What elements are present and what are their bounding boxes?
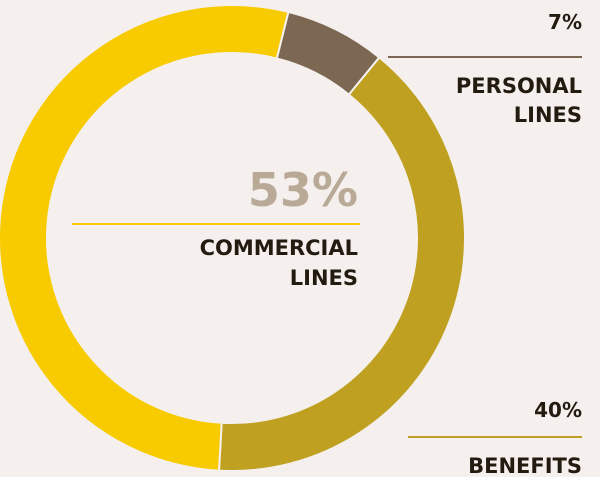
commercial-lines-leader	[72, 223, 360, 225]
benefits-percent: 40%	[534, 398, 582, 422]
commercial-lines-percent: 53%	[247, 163, 358, 217]
commercial-lines-label-1: COMMERCIAL	[199, 236, 358, 260]
commercial-lines-label-2: LINES	[289, 266, 358, 290]
slice-benefits	[217, 56, 466, 472]
personal-lines-percent: 7%	[548, 10, 582, 34]
benefits-leader	[408, 436, 582, 438]
personal-lines-label-2: LINES	[513, 103, 582, 127]
slice-commercial-lines	[0, 4, 290, 472]
benefits-label: BENEFITS	[468, 454, 582, 477]
personal-lines-label-1: PERSONAL	[455, 74, 582, 98]
personal-lines-leader	[388, 56, 582, 58]
